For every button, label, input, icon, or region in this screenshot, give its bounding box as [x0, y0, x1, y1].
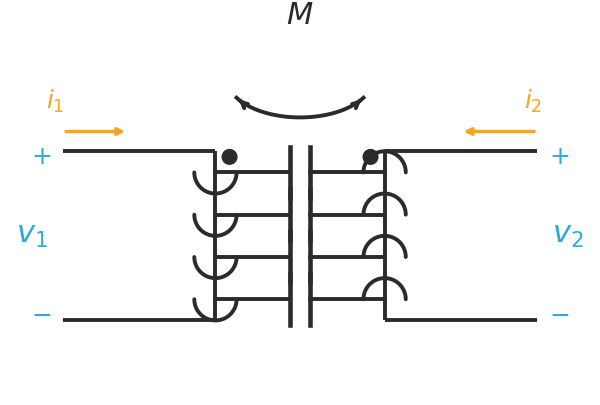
Text: $i_1$: $i_1$ — [46, 87, 65, 115]
Text: $i_2$: $i_2$ — [524, 87, 542, 115]
Text: $+$: $+$ — [549, 145, 569, 169]
Text: $v_1$: $v_1$ — [16, 222, 48, 250]
Text: $+$: $+$ — [31, 145, 51, 169]
Circle shape — [363, 149, 378, 164]
Text: $-$: $-$ — [31, 303, 51, 327]
Text: $\mathit{M}$: $\mathit{M}$ — [286, 1, 314, 30]
Text: $v_2$: $v_2$ — [552, 222, 584, 250]
Circle shape — [222, 149, 237, 164]
Text: $-$: $-$ — [549, 303, 569, 327]
